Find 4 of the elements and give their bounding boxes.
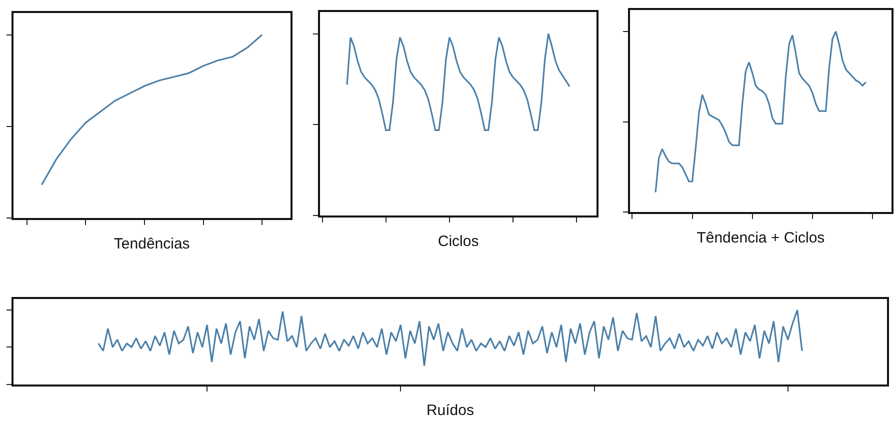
x-axis-title: Têndencia + Ciclos (696, 230, 825, 247)
x-axis-title: Tendências (114, 235, 190, 252)
x-axis-title: Ruídos (426, 402, 474, 419)
x-axis-title: Ciclos (438, 233, 479, 250)
